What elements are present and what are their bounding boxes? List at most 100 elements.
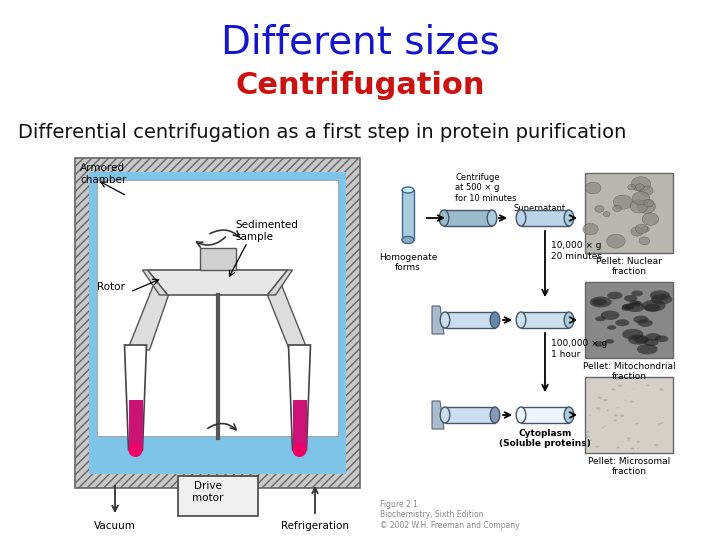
Ellipse shape — [606, 409, 609, 411]
Ellipse shape — [629, 300, 640, 305]
Ellipse shape — [654, 444, 659, 446]
Ellipse shape — [642, 213, 659, 225]
Ellipse shape — [634, 336, 649, 343]
Polygon shape — [143, 270, 168, 295]
Ellipse shape — [598, 396, 602, 399]
Ellipse shape — [614, 414, 618, 416]
Ellipse shape — [605, 339, 614, 343]
Ellipse shape — [641, 186, 653, 195]
Bar — [199, 248, 235, 270]
Ellipse shape — [595, 446, 599, 448]
Polygon shape — [259, 275, 307, 350]
Ellipse shape — [636, 184, 644, 191]
Ellipse shape — [626, 302, 644, 312]
Ellipse shape — [603, 212, 610, 217]
Ellipse shape — [585, 182, 601, 194]
Ellipse shape — [589, 440, 592, 441]
Ellipse shape — [630, 448, 634, 450]
Text: Sedimented
sample: Sedimented sample — [235, 220, 298, 241]
Ellipse shape — [635, 382, 637, 384]
Bar — [521, 407, 569, 423]
Polygon shape — [292, 400, 307, 450]
Polygon shape — [268, 270, 292, 295]
Ellipse shape — [662, 417, 664, 418]
Ellipse shape — [613, 195, 632, 209]
Ellipse shape — [628, 334, 649, 345]
Ellipse shape — [487, 210, 497, 226]
Ellipse shape — [644, 199, 654, 207]
Bar — [97, 180, 338, 436]
Ellipse shape — [607, 234, 625, 248]
Polygon shape — [127, 275, 176, 350]
Text: Cytoplasm
(Soluble proteins): Cytoplasm (Soluble proteins) — [499, 429, 591, 448]
Bar — [521, 210, 569, 226]
Ellipse shape — [655, 335, 668, 342]
Text: Drive
motor: Drive motor — [192, 481, 223, 503]
Ellipse shape — [632, 192, 650, 205]
Ellipse shape — [402, 237, 414, 244]
Text: 100,000 × g
1 hour: 100,000 × g 1 hour — [551, 339, 607, 359]
Ellipse shape — [642, 226, 649, 232]
Ellipse shape — [607, 292, 623, 299]
Bar — [585, 282, 673, 358]
Ellipse shape — [622, 304, 633, 309]
Ellipse shape — [439, 210, 449, 226]
Ellipse shape — [637, 344, 658, 354]
Ellipse shape — [622, 329, 644, 340]
Bar — [585, 377, 673, 453]
Bar — [444, 210, 492, 226]
Polygon shape — [432, 306, 444, 334]
Ellipse shape — [616, 447, 620, 448]
Ellipse shape — [596, 407, 600, 409]
Ellipse shape — [639, 237, 649, 245]
Ellipse shape — [631, 301, 643, 307]
Ellipse shape — [564, 312, 574, 328]
Ellipse shape — [128, 443, 143, 457]
Text: Homogenate
forms: Homogenate forms — [379, 253, 437, 272]
Ellipse shape — [516, 407, 526, 423]
Ellipse shape — [613, 420, 617, 421]
Ellipse shape — [603, 426, 606, 427]
Bar — [445, 312, 495, 328]
Ellipse shape — [636, 441, 640, 443]
Polygon shape — [125, 345, 146, 450]
Ellipse shape — [618, 384, 623, 387]
Ellipse shape — [595, 316, 606, 321]
Text: Armored
chamber: Armored chamber — [80, 163, 126, 185]
Ellipse shape — [661, 422, 664, 424]
Ellipse shape — [593, 299, 606, 306]
Text: Centrifuge
at 500 × g
for 10 minutes: Centrifuge at 500 × g for 10 minutes — [455, 173, 516, 203]
Ellipse shape — [595, 206, 604, 212]
Ellipse shape — [292, 443, 307, 457]
Ellipse shape — [594, 341, 606, 347]
Text: Centrifugation: Centrifugation — [235, 71, 485, 99]
Ellipse shape — [658, 423, 661, 425]
Ellipse shape — [630, 401, 634, 402]
Text: Differential centrifugation as a first step in protein purification: Differential centrifugation as a first s… — [18, 124, 626, 143]
Ellipse shape — [611, 388, 616, 390]
Bar — [445, 407, 495, 423]
Bar — [75, 158, 360, 488]
Ellipse shape — [616, 319, 629, 326]
Polygon shape — [432, 401, 444, 429]
Ellipse shape — [607, 325, 616, 330]
Polygon shape — [289, 345, 310, 450]
Ellipse shape — [440, 407, 450, 423]
Text: Supernatant: Supernatant — [513, 204, 565, 213]
Text: Rotor: Rotor — [97, 282, 125, 292]
Polygon shape — [128, 400, 143, 450]
Ellipse shape — [637, 319, 653, 327]
Ellipse shape — [585, 435, 590, 437]
Ellipse shape — [644, 339, 659, 346]
Ellipse shape — [402, 187, 414, 193]
Text: Different sizes: Different sizes — [220, 23, 500, 61]
Bar — [178, 476, 258, 516]
Ellipse shape — [615, 378, 619, 380]
Ellipse shape — [588, 414, 591, 416]
Ellipse shape — [602, 427, 603, 428]
Text: Pellet: Nuclear
fraction: Pellet: Nuclear fraction — [596, 257, 662, 276]
Ellipse shape — [624, 295, 637, 302]
Ellipse shape — [635, 224, 648, 233]
Text: 10,000 × g
20 minutes: 10,000 × g 20 minutes — [551, 241, 602, 261]
Ellipse shape — [613, 205, 621, 212]
